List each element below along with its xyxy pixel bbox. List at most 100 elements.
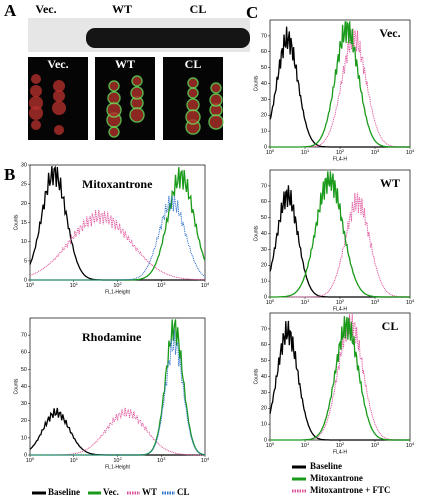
histogram-curve [30, 329, 206, 456]
cell [187, 77, 199, 89]
tick-exponent: 1 [307, 441, 310, 446]
x-tick-label: 102 [336, 441, 345, 449]
tick-base: 10 [26, 283, 32, 289]
cell [131, 75, 143, 87]
tick-base: 10 [201, 283, 207, 289]
tick-exponent: 1 [307, 298, 310, 303]
tick-base: 10 [406, 300, 412, 306]
y-axis-label: Counts [253, 225, 259, 241]
y-tick-label: 70 [261, 326, 267, 332]
panel-label: C [246, 3, 258, 22]
panel-label: A [4, 1, 17, 20]
y-axis-label: Counts [13, 378, 19, 394]
x-axis-label: FL1-Height [105, 289, 130, 295]
x-tick-label: 102 [113, 281, 122, 289]
cell [185, 109, 201, 125]
x-tick-label: 100 [26, 456, 35, 464]
y-tick-label: 20 [261, 113, 267, 119]
image-label: Vec. [47, 57, 68, 71]
tick-exponent: 4 [207, 281, 210, 286]
tick-exponent: 2 [119, 456, 122, 461]
y-tick-label: 0 [264, 437, 267, 443]
histogram-curve [269, 320, 410, 441]
tick-exponent: 4 [207, 456, 210, 461]
cell [186, 98, 200, 112]
plot-title: Rhodamine [82, 330, 142, 344]
y-tick-label: 50 [261, 215, 267, 221]
cell [53, 90, 65, 102]
cell [130, 86, 144, 100]
x-axis-label: FL4-H [333, 156, 347, 162]
legend-label: Mitoxantrone + FTC [310, 485, 390, 495]
tick-base: 10 [301, 150, 307, 156]
y-tick-label: 40 [261, 231, 267, 237]
tick-base: 10 [266, 150, 272, 156]
y-tick-label: 10 [21, 239, 27, 245]
y-axis-label: Counts [13, 214, 19, 230]
tick-exponent: 1 [76, 456, 79, 461]
tick-exponent: 2 [119, 281, 122, 286]
tick-exponent: 1 [307, 148, 310, 153]
legend: Baseline Mitoxantrone Mitoxantrone + FTC [292, 461, 390, 495]
tick-base: 10 [371, 443, 377, 449]
histogram-curve [270, 20, 410, 148]
legend: Baseline Vec. WT CL [32, 487, 190, 497]
tick-exponent: 2 [342, 441, 345, 446]
blot-label: WT [112, 2, 132, 16]
legend-label: WT [142, 487, 157, 497]
y-tick-label: 0 [24, 452, 27, 458]
tick-base: 10 [157, 458, 163, 464]
cell [30, 85, 42, 97]
x-tick-label: 104 [201, 281, 210, 289]
cell [29, 96, 43, 110]
y-tick-label: 50 [261, 65, 267, 71]
x-tick-label: 100 [266, 298, 275, 306]
histogram-curve [269, 185, 410, 298]
x-axis-label: FL4-H [333, 449, 347, 455]
tick-base: 10 [266, 300, 272, 306]
y-tick-label: 20 [261, 406, 267, 412]
tick-base: 10 [266, 443, 272, 449]
cell [29, 106, 43, 120]
tick-exponent: 0 [272, 298, 275, 303]
cell [209, 93, 223, 107]
tick-exponent: 2 [342, 298, 345, 303]
y-tick-label: 20 [261, 263, 267, 269]
tick-exponent: 0 [32, 456, 35, 461]
cell [108, 80, 120, 92]
x-tick-label: 100 [26, 281, 35, 289]
x-tick-label: 101 [70, 281, 79, 289]
legend-label: CL [177, 487, 190, 497]
histogram-curve [270, 316, 410, 441]
tick-base: 10 [26, 458, 32, 464]
x-tick-label: 100 [266, 441, 275, 449]
y-tick-label: 30 [261, 97, 267, 103]
histogram-curve [270, 28, 410, 148]
y-tick-label: 10 [21, 435, 27, 441]
y-tick-label: 0 [24, 277, 27, 283]
tick-exponent: 3 [377, 298, 380, 303]
tick-exponent: 3 [377, 441, 380, 446]
x-tick-label: 101 [301, 441, 310, 449]
y-tick-label: 60 [261, 342, 267, 348]
x-tick-label: 104 [406, 441, 415, 449]
tick-base: 10 [336, 443, 342, 449]
y-tick-label: 0 [264, 294, 267, 300]
y-tick-label: 60 [261, 199, 267, 205]
legend-label: Baseline [48, 487, 80, 497]
tick-base: 10 [157, 283, 163, 289]
cell [31, 74, 41, 84]
x-tick-label: 101 [70, 456, 79, 464]
x-tick-label: 102 [113, 456, 122, 464]
y-axis-label: Counts [253, 368, 259, 384]
tick-exponent: 4 [412, 298, 415, 303]
y-tick-label: 50 [21, 367, 27, 373]
tick-base: 10 [301, 443, 307, 449]
cell [108, 126, 120, 138]
histogram-curve [270, 192, 410, 298]
x-tick-label: 102 [336, 148, 345, 156]
x-tick-label: 101 [301, 148, 310, 156]
y-tick-label: 20 [21, 201, 27, 207]
blot-label: Vec. [35, 2, 56, 16]
